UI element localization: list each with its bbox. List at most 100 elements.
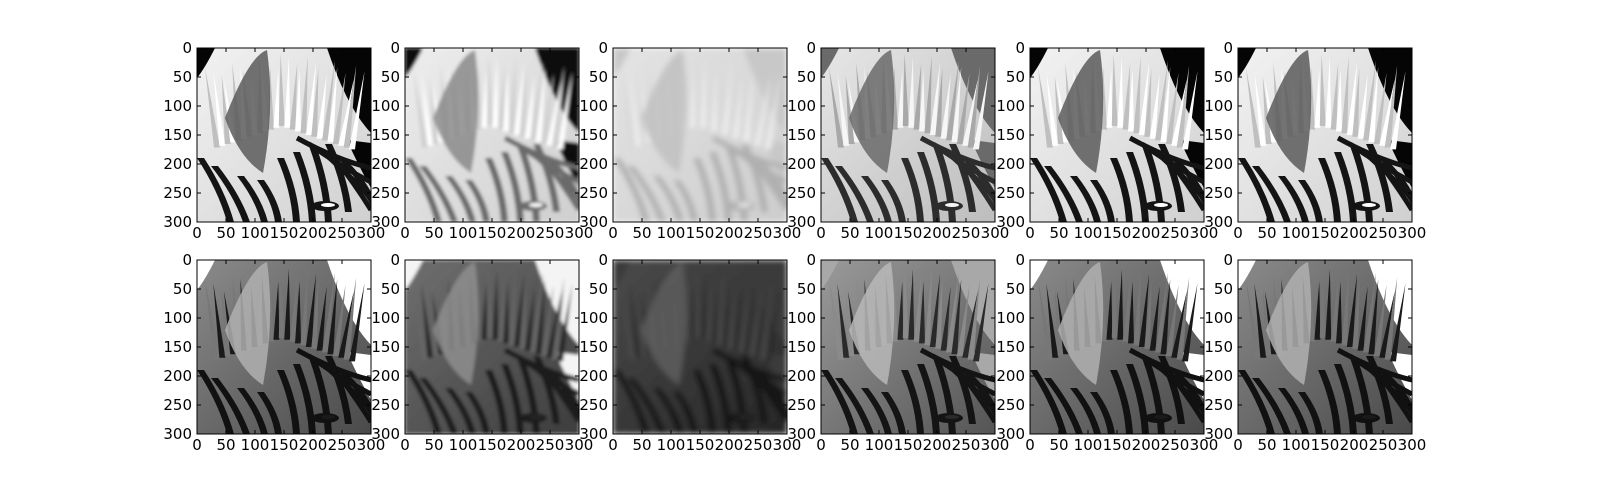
y-tick-label: 50 <box>381 280 400 298</box>
mane-strand <box>967 65 981 148</box>
y-tick-label: 100 <box>163 309 192 327</box>
zebra-eye-highlight <box>529 203 543 207</box>
image-corner-top-left <box>613 48 631 78</box>
x-tick-label: 50 <box>1049 224 1068 242</box>
zebra-stripe <box>419 166 458 222</box>
zebra-stripe <box>709 364 732 434</box>
zebra-stripe <box>501 152 524 222</box>
zebra-stripe <box>1110 370 1133 434</box>
y-tick-label: 50 <box>589 68 608 86</box>
x-tick-label: 150 <box>894 224 923 242</box>
zebra-stripe <box>693 370 716 434</box>
zebra-stripe <box>533 356 560 424</box>
mane-strand <box>497 275 506 342</box>
mane-strand <box>929 61 941 135</box>
mane-strand <box>897 281 904 340</box>
mane-strand <box>1165 72 1179 144</box>
mane-strand <box>305 61 317 135</box>
zebra-stripe <box>1090 392 1115 434</box>
zebra-eye-highlight <box>1154 203 1168 207</box>
zebra-eye-highlight <box>1362 415 1376 419</box>
y-tick-label: 150 <box>996 126 1025 144</box>
mane-strand <box>273 69 280 128</box>
y-tick-label: 100 <box>996 309 1025 327</box>
mane-strand <box>924 55 932 134</box>
x-tick-label: 150 <box>270 436 299 454</box>
zebra-stripe <box>653 388 684 434</box>
mane-strand <box>956 284 970 356</box>
mane-strand <box>716 267 724 346</box>
mane-strand <box>524 286 535 351</box>
y-tick-label: 0 <box>1015 39 1025 57</box>
zebra-stripe <box>949 144 976 212</box>
zebra-stripe <box>1030 370 1067 434</box>
zebra-image <box>405 260 579 434</box>
zebra-stripe <box>293 364 316 434</box>
zebra-stripe <box>1318 158 1341 222</box>
x-tick-label: 300 <box>565 224 594 242</box>
y-tick-label: 150 <box>1204 126 1233 144</box>
mane-strand <box>513 273 525 347</box>
y-tick-label: 0 <box>598 39 608 57</box>
x-tick-label: 150 <box>270 224 299 242</box>
mane-strand <box>711 281 717 344</box>
mane-strand <box>924 267 932 346</box>
mane-strand <box>322 60 335 141</box>
y-tick-label: 0 <box>182 251 192 269</box>
mane-strand <box>919 69 925 132</box>
mane-strand <box>629 71 642 146</box>
mane-strand <box>338 79 354 146</box>
x-tick-label: 250 <box>1161 224 1190 242</box>
x-tick-label: 300 <box>1398 224 1427 242</box>
zebra-stripe <box>485 370 508 434</box>
mane-strand <box>913 63 922 130</box>
mane-strand <box>621 279 636 360</box>
zebra-stripe <box>1318 370 1341 434</box>
x-tick-label: 0 <box>1233 436 1243 454</box>
mane-strand <box>1149 286 1160 351</box>
mane-strand <box>700 57 707 128</box>
x-tick-label: 150 <box>1103 436 1132 454</box>
y-tick-label: 50 <box>1214 280 1233 298</box>
zebra-stripe <box>1070 176 1101 222</box>
mane-strand <box>284 57 291 128</box>
zebra-stripe <box>293 152 316 222</box>
mane-strand <box>1038 279 1053 360</box>
zebra-stripe <box>331 154 371 212</box>
x-tick-label: 100 <box>449 436 478 454</box>
mane-strand <box>637 75 647 144</box>
mane-strand <box>748 284 762 356</box>
image-corner-top-right <box>1160 48 1204 133</box>
x-tick-label: 50 <box>216 224 235 242</box>
mane-strand <box>349 283 365 362</box>
mane-strand <box>1254 283 1267 358</box>
x-tick-label: 100 <box>865 436 894 454</box>
zebra-stripe <box>741 144 768 212</box>
mane-strand <box>1246 279 1261 360</box>
mane-strand <box>648 274 658 353</box>
zebra-image <box>1030 48 1204 222</box>
mane-strand <box>721 61 733 135</box>
y-tick-label: 0 <box>806 39 816 57</box>
ear-shape <box>225 262 271 385</box>
mane-strand <box>856 274 866 353</box>
ear-shape <box>641 50 687 173</box>
x-tick-label: 300 <box>357 436 386 454</box>
mane-strand <box>902 53 909 127</box>
y-tick-label: 200 <box>787 155 816 173</box>
y-tick-label: 200 <box>579 155 608 173</box>
y-tick-label: 250 <box>787 184 816 202</box>
mane-strand <box>1373 284 1387 356</box>
y-tick-label: 200 <box>163 155 192 173</box>
mane-strand <box>648 62 658 141</box>
mane-strand <box>973 283 989 362</box>
x-tick-label: 250 <box>744 224 773 242</box>
y-tick-label: 300 <box>996 213 1025 231</box>
mane-strand <box>940 74 951 139</box>
image-corner-top-left <box>613 260 631 290</box>
x-tick-label: 150 <box>478 224 507 242</box>
y-tick-label: 150 <box>787 126 816 144</box>
mane-strand <box>289 275 298 342</box>
